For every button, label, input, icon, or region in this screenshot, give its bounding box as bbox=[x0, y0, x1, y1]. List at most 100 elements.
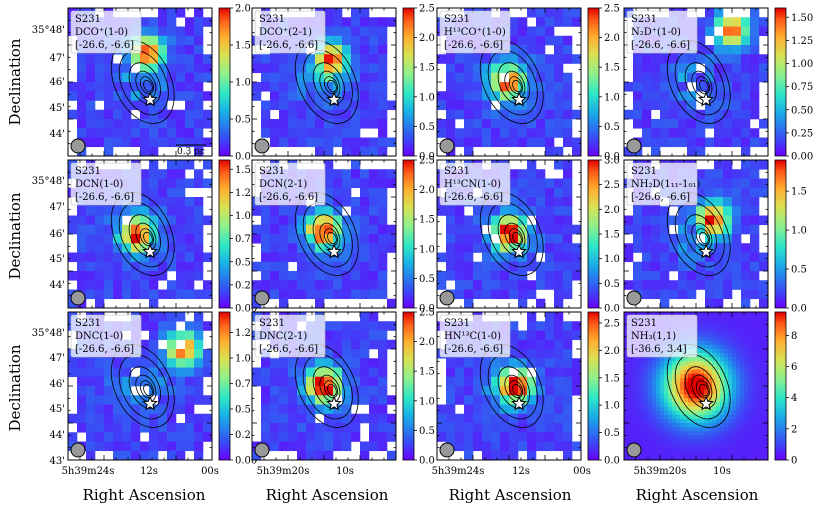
heatmap-cell bbox=[669, 54, 679, 64]
heatmap-cell bbox=[333, 280, 343, 290]
heatmap-cell bbox=[708, 402, 713, 407]
heatmap-cell bbox=[473, 441, 483, 452]
heatmap-cell bbox=[712, 443, 717, 448]
heatmap-cell bbox=[676, 381, 681, 387]
heatmap-cell bbox=[158, 17, 168, 27]
heatmap-cell bbox=[712, 328, 717, 333]
heatmap-cell bbox=[518, 178, 528, 189]
heatmap-cell bbox=[261, 395, 271, 405]
heatmap-cell bbox=[158, 432, 168, 442]
heatmap-cell bbox=[688, 431, 693, 436]
heatmap-cell bbox=[369, 224, 379, 235]
heatmap-cell bbox=[378, 26, 388, 37]
heatmap-cell bbox=[324, 119, 334, 129]
heatmap-cell bbox=[86, 215, 96, 226]
heatmap-cell bbox=[752, 406, 757, 411]
heatmap-cell bbox=[660, 271, 670, 281]
heatmap-cell bbox=[554, 63, 564, 74]
heatmap-cell bbox=[491, 386, 501, 396]
heatmap-cell bbox=[678, 91, 688, 101]
heatmap-cell bbox=[728, 328, 733, 333]
heatmap-cell bbox=[676, 386, 681, 391]
heatmap-cell bbox=[724, 435, 729, 440]
heatmap-cell bbox=[668, 402, 673, 407]
heatmap-cell bbox=[279, 441, 289, 452]
heatmap-cell bbox=[708, 336, 713, 342]
heatmap-cell bbox=[140, 45, 150, 55]
heatmap-cell bbox=[572, 224, 581, 235]
heatmap-cell bbox=[482, 72, 492, 83]
heatmap-cell bbox=[536, 119, 546, 129]
heatmap-cell bbox=[324, 128, 334, 138]
heatmap-cell bbox=[167, 187, 177, 198]
heatmap-cell bbox=[509, 330, 519, 341]
heatmap-cell bbox=[536, 243, 546, 253]
heatmap-cell bbox=[167, 376, 177, 387]
heatmap-cell bbox=[104, 100, 114, 111]
heatmap-cell bbox=[628, 386, 633, 391]
heatmap-cell bbox=[752, 443, 757, 448]
heatmap-cell bbox=[716, 357, 721, 362]
heatmap-cell bbox=[351, 26, 361, 37]
heatmap-cell bbox=[652, 447, 657, 453]
heatmap-cell bbox=[446, 224, 456, 235]
heatmap-cell bbox=[455, 100, 465, 111]
heatmap-cell bbox=[554, 128, 564, 138]
heatmap-cell bbox=[140, 349, 150, 359]
heatmap-cell bbox=[760, 443, 765, 448]
heatmap-cell bbox=[77, 72, 87, 83]
colorbar-tick-label: 1.5 bbox=[419, 215, 435, 226]
heatmap-cell bbox=[700, 402, 705, 407]
heatmap-cell bbox=[158, 423, 168, 433]
heatmap-cell bbox=[158, 358, 168, 368]
heatmap-cell bbox=[306, 404, 316, 415]
heatmap-cell bbox=[554, 72, 564, 83]
heatmap-cell bbox=[704, 353, 709, 358]
ra-tick: 5h39m24s bbox=[432, 466, 485, 477]
heatmap-cell bbox=[252, 298, 262, 308]
heatmap-cell bbox=[279, 91, 289, 101]
heatmap-cell bbox=[764, 312, 768, 317]
heatmap-cell bbox=[378, 349, 388, 359]
heatmap-cell bbox=[140, 252, 150, 263]
ra-tick: 5h39m24s bbox=[62, 466, 115, 477]
heatmap-cell bbox=[140, 100, 150, 111]
heatmap-cell bbox=[563, 358, 573, 368]
heatmap-cell bbox=[446, 376, 456, 387]
heatmap-cell bbox=[660, 261, 670, 272]
heatmap-cell bbox=[720, 451, 725, 457]
heatmap-cell bbox=[700, 390, 705, 395]
heatmap-cell bbox=[369, 413, 379, 424]
heatmap-cell bbox=[756, 439, 761, 444]
heatmap-cell bbox=[527, 280, 537, 290]
heatmap-cell bbox=[351, 432, 361, 442]
heatmap-cell bbox=[669, 261, 679, 272]
heatmap-cell bbox=[261, 109, 271, 120]
heatmap-cell bbox=[696, 386, 701, 391]
heatmap-cell bbox=[736, 455, 741, 460]
heatmap-cell bbox=[536, 234, 546, 244]
heatmap-cell bbox=[764, 365, 768, 370]
heatmap-cell bbox=[724, 344, 729, 350]
heatmap-cell bbox=[752, 365, 757, 370]
heatmap-cell bbox=[378, 146, 388, 156]
heatmap-cell bbox=[455, 82, 465, 92]
heatmap-cell bbox=[756, 328, 761, 333]
heatmap-cell bbox=[554, 215, 564, 226]
y-axis-title-row1: Declination bbox=[6, 192, 24, 279]
heatmap-cell bbox=[545, 91, 555, 101]
heatmap-cell bbox=[688, 451, 693, 457]
heatmap-cell bbox=[194, 413, 204, 424]
heatmap-cell bbox=[473, 82, 483, 92]
heatmap-cell bbox=[648, 398, 653, 403]
heatmap-cell bbox=[360, 224, 370, 235]
heatmap-cell bbox=[158, 128, 168, 138]
heatmap-cell bbox=[744, 328, 749, 333]
heatmap-cell bbox=[378, 432, 388, 442]
heatmap-cell bbox=[167, 312, 177, 322]
heatmap-cell bbox=[669, 252, 679, 263]
heatmap-cell bbox=[261, 252, 271, 263]
heatmap-cell bbox=[500, 367, 510, 378]
